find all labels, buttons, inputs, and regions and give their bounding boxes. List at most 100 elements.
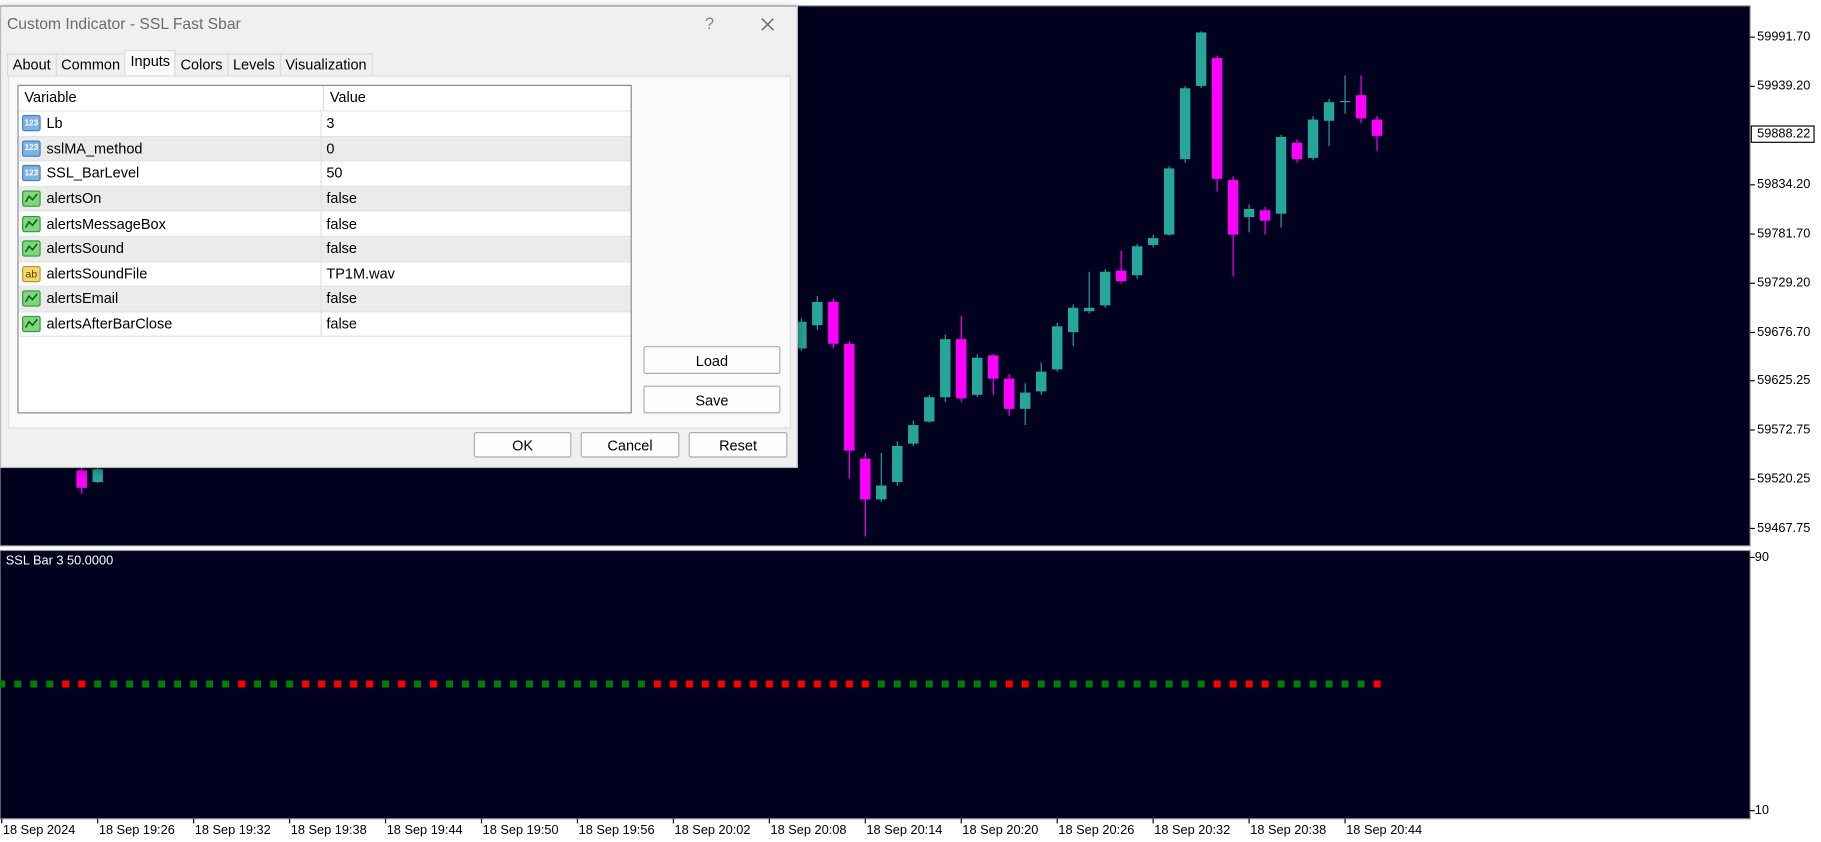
candle-body xyxy=(1339,100,1351,103)
variable-name: alertsSound xyxy=(46,240,124,257)
table-row[interactable]: ab alertsSoundFile TP1M.wav xyxy=(18,261,631,288)
variable-value: 50 xyxy=(326,165,343,182)
close-icon xyxy=(761,18,774,31)
x-tick-label: 18 Sep 20:26 xyxy=(1058,822,1134,837)
indicator-dot xyxy=(286,680,294,688)
candle-body xyxy=(1227,180,1239,235)
indicator-dot xyxy=(30,680,38,688)
indicator-dot xyxy=(478,680,485,688)
indicator-dot xyxy=(1021,680,1029,688)
y-tick-label: 59467.75 xyxy=(1757,520,1810,535)
y-tick-label: 59939.20 xyxy=(1757,78,1810,93)
type-icon: 123 xyxy=(22,140,41,157)
dialog-title: Custom Indicator - SSL Fast Sbar xyxy=(6,15,241,33)
indicator-dot xyxy=(222,680,230,688)
indicator-dot xyxy=(573,680,581,688)
bool-glyph xyxy=(24,193,38,203)
indicator-dot xyxy=(270,680,278,688)
table-row[interactable]: alertsSound false xyxy=(18,236,631,262)
indicator-dot xyxy=(813,680,821,688)
x-tick-label: 18 Sep 19:44 xyxy=(387,822,463,837)
candle-body xyxy=(1131,246,1143,276)
variable-name: alertsEmail xyxy=(46,290,119,308)
candle-body xyxy=(1195,32,1207,86)
variable-cell: alertsMessageBox xyxy=(19,211,322,236)
bool-glyph xyxy=(24,293,38,303)
indicator-dot xyxy=(238,680,246,688)
tab[interactable]: Visualization xyxy=(279,53,373,77)
table-row[interactable]: alertsAfterBarClose false xyxy=(18,312,631,338)
candle-body xyxy=(1003,378,1015,409)
close-button[interactable] xyxy=(758,15,777,34)
bool-glyph xyxy=(24,243,38,253)
table-row[interactable]: alertsEmail false xyxy=(18,287,631,313)
y-tick-label: 59729.20 xyxy=(1757,275,1810,290)
candle-body xyxy=(812,301,823,326)
type-icon: ab xyxy=(22,265,41,283)
indicator-dot xyxy=(909,680,917,688)
indicator-dot xyxy=(1069,680,1077,688)
indicator-dot xyxy=(669,680,677,688)
bool-glyph-line xyxy=(24,293,38,303)
help-button[interactable]: ? xyxy=(704,13,714,33)
reset-button[interactable]: Reset xyxy=(688,432,788,458)
candle-body xyxy=(1243,209,1255,218)
bool-icon xyxy=(22,190,41,207)
y-tick-label: 59781.70 xyxy=(1757,225,1810,240)
x-tick-label: 18 Sep 20:08 xyxy=(771,822,847,837)
tab[interactable]: Colors xyxy=(174,53,229,77)
indicator-dot xyxy=(1037,680,1045,688)
ok-button[interactable]: OK xyxy=(473,432,572,458)
candle-body xyxy=(1371,119,1383,136)
tab[interactable]: Levels xyxy=(227,53,281,77)
indicator-dot xyxy=(430,680,438,688)
indicator-dot xyxy=(621,680,629,688)
table-row[interactable]: 123 Lb 3 xyxy=(18,111,631,137)
indicator-dot xyxy=(1053,680,1061,688)
indicator-dot xyxy=(525,680,533,688)
x-tick-label: 18 Sep 19:38 xyxy=(291,822,367,837)
load-button[interactable]: Load xyxy=(643,346,781,374)
indicator-dot xyxy=(1357,680,1365,688)
variable-cell: alertsSound xyxy=(19,236,322,261)
bool-icon xyxy=(22,290,41,308)
indicator-dot xyxy=(717,680,725,688)
variable-cell: alertsEmail xyxy=(19,287,322,311)
tab[interactable]: About xyxy=(6,53,57,77)
indicator-dot xyxy=(350,680,358,688)
save-button[interactable]: Save xyxy=(643,385,781,414)
candle-body xyxy=(1211,58,1223,179)
inputs-table: Variable Value 123 Lb 3 123 sslMA_method 0 123… xyxy=(17,84,632,414)
indicator-dot xyxy=(366,680,374,688)
indicator-dot xyxy=(1373,680,1381,688)
cancel-button[interactable]: Cancel xyxy=(580,432,680,458)
variable-cell: 123 SSL_BarLevel xyxy=(19,161,322,186)
indicator-title: SSL Bar 3 50.0000 xyxy=(6,552,113,567)
bool-glyph-line xyxy=(24,243,38,253)
candle-body xyxy=(1307,119,1319,158)
indicator-dot xyxy=(973,680,981,688)
indicator-dot xyxy=(1101,680,1109,688)
candle-body xyxy=(828,301,839,344)
table-row[interactable]: 123 SSL_BarLevel 50 xyxy=(18,161,631,187)
x-tick-label: 18 Sep 20:02 xyxy=(675,822,751,837)
y-tick-label: 10 xyxy=(1755,802,1769,817)
indicator-dot xyxy=(302,680,310,688)
indicator-dot xyxy=(382,680,390,688)
x-tick-label: 18 Sep 2024 xyxy=(3,822,75,837)
table-row[interactable]: alertsMessageBox false xyxy=(18,211,631,237)
candle-body xyxy=(1051,326,1063,370)
indicator-dot xyxy=(462,680,469,688)
table-row[interactable]: 123 sslMA_method 0 xyxy=(18,136,631,162)
table-row[interactable]: alertsOn false xyxy=(18,186,631,212)
indicator-dot xyxy=(142,680,150,688)
indicator-pane xyxy=(0,549,1751,820)
tab[interactable]: Inputs xyxy=(124,49,176,77)
tab[interactable]: Common xyxy=(55,53,126,77)
indicator-dot xyxy=(1309,680,1317,688)
candle-body xyxy=(876,485,887,500)
candle-body xyxy=(860,458,871,500)
bool-glyph-line xyxy=(24,318,38,328)
bool-glyph xyxy=(24,318,38,328)
